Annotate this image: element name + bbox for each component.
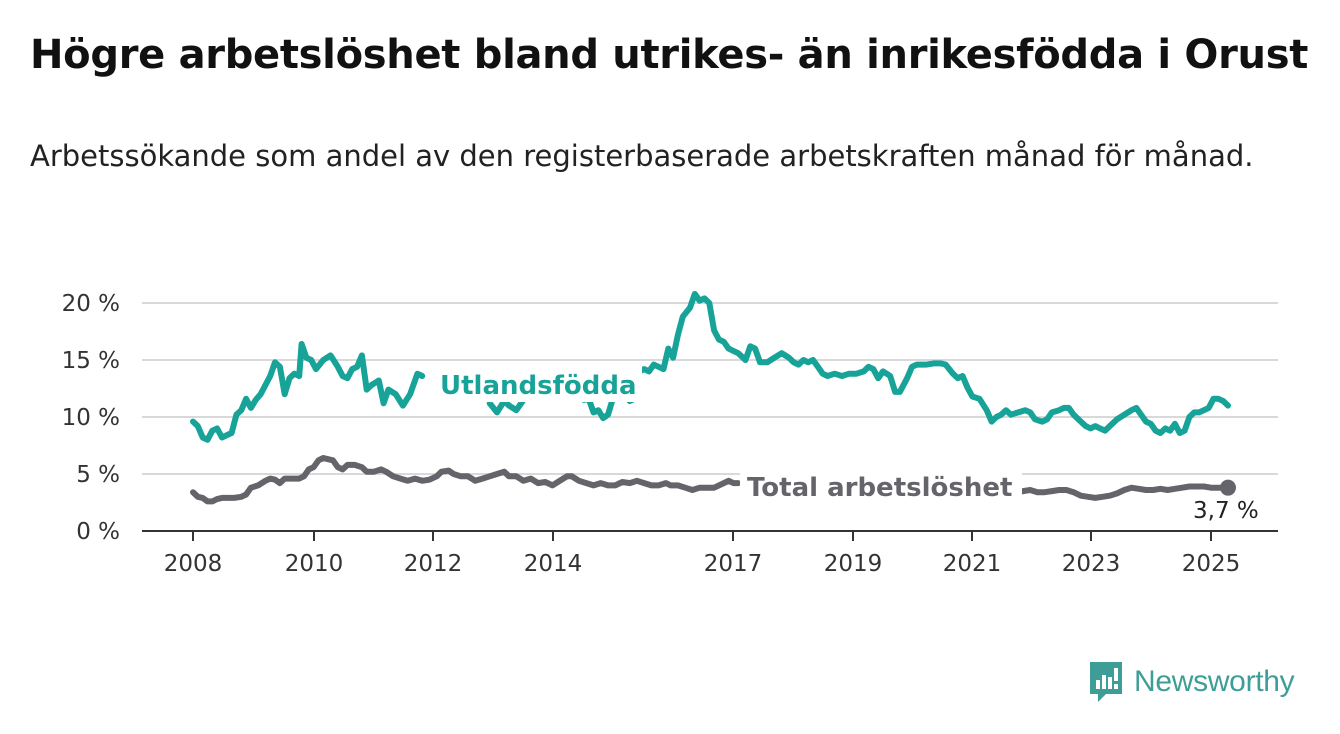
x-axis: 2008 2010 2012 2014 2017 2019 2021 2023 2025	[142, 530, 1278, 577]
x-tick-label: 2017	[704, 551, 763, 577]
series-lines	[190, 290, 1236, 505]
y-tick-label: 0 %	[76, 519, 120, 545]
utlandsfodda-line	[486, 396, 527, 416]
x-tick-label: 2023	[1062, 551, 1121, 577]
x-tick-label: 2014	[524, 551, 583, 577]
series-label-total: Total arbetslöshet	[747, 473, 1012, 503]
y-axis-ticks: 0 % 5 % 10 % 15 % 20 %	[62, 291, 120, 545]
utlandsfodda-label-bg	[434, 366, 642, 402]
y-tick-label: 20 %	[62, 291, 120, 317]
series-label-utlandsfodda: Utlandsfödda	[440, 371, 637, 401]
newsworthy-logo: Newsworthy	[1088, 660, 1295, 704]
x-tick-label: 2019	[824, 551, 883, 577]
utlandsfodda-line	[190, 341, 426, 443]
y-tick-label: 10 %	[62, 405, 120, 431]
total-line	[190, 455, 742, 505]
x-tick-label: 2008	[164, 551, 223, 577]
utlandsfodda-line	[580, 290, 1231, 436]
chart-title: Högre arbetslöshet bland utrikes- än inr…	[30, 32, 1309, 78]
total-end-point	[1220, 479, 1236, 496]
x-tick-label: 2025	[1182, 551, 1241, 577]
x-tick-label: 2012	[404, 551, 463, 577]
newsworthy-logo-icon	[1090, 662, 1122, 702]
total-label-bg	[740, 468, 1022, 504]
series-labels: Utlandsfödda Total arbetslöshet 3,7 %	[434, 366, 1259, 524]
x-tick-label: 2010	[285, 551, 344, 577]
y-tick-label: 15 %	[62, 348, 120, 374]
brand-name: Newsworthy	[1134, 665, 1295, 698]
y-tick-label: 5 %	[76, 462, 120, 488]
grid-lines	[142, 302, 1278, 475]
end-value-label: 3,7 %	[1193, 498, 1259, 524]
x-tick-label: 2021	[943, 551, 1002, 577]
chart-subtitle: Arbetssökande som andel av den registerb…	[30, 139, 1254, 173]
